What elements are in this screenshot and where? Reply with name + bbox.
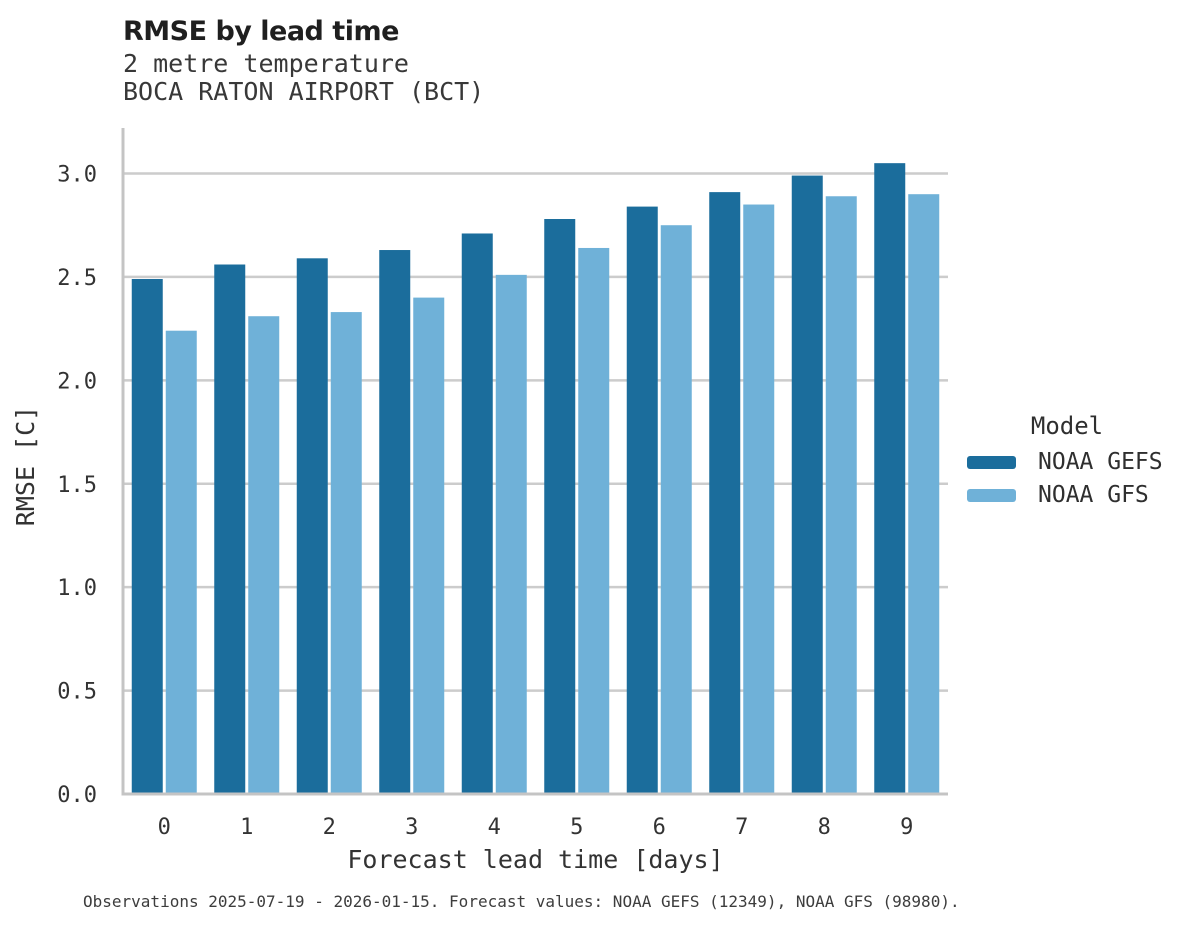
legend-title: Model — [1030, 412, 1104, 440]
y-tick-label-2.0: 2.0 — [57, 369, 97, 394]
bar-noaa-gefs-lead-2 — [296, 258, 328, 795]
x-tick-label-0: 0 — [158, 815, 171, 840]
y-axis-title: RMSE [C] — [11, 406, 40, 526]
x-tick-label-4: 4 — [488, 815, 501, 840]
bar-noaa-gefs-lead-4 — [461, 233, 493, 794]
chart-title: RMSE by lead time — [123, 16, 399, 47]
bar-noaa-gfs-lead-5 — [578, 247, 610, 794]
x-tick-label-5: 5 — [570, 815, 583, 840]
legend-entry-noaa-gfs: NOAA GFS — [967, 481, 1167, 510]
bar-noaa-gfs-lead-1 — [248, 316, 280, 794]
y-tick-label-0.5: 0.5 — [57, 680, 97, 705]
y-tick-label-3.0: 3.0 — [57, 163, 97, 188]
bar-noaa-gfs-lead-0 — [165, 330, 197, 794]
legend-label-noaa-gfs: NOAA GFS — [1038, 482, 1149, 508]
bar-noaa-gfs-lead-9 — [908, 194, 940, 794]
bar-noaa-gefs-lead-7 — [709, 192, 741, 794]
legend: Model NOAA GEFS NOAA GFS — [967, 413, 1167, 514]
legend-entry-noaa-gefs: NOAA GEFS — [967, 448, 1167, 477]
bar-noaa-gefs-lead-6 — [626, 206, 658, 795]
x-tick-label-1: 1 — [240, 815, 253, 840]
caption: Observations 2025-07-19 - 2026-01-15. Fo… — [83, 892, 960, 911]
bar-noaa-gefs-lead-1 — [214, 264, 246, 795]
y-tick-label-2.5: 2.5 — [57, 266, 97, 291]
x-tick-label-7: 7 — [735, 815, 748, 840]
bar-noaa-gfs-lead-3 — [413, 297, 445, 794]
bar-noaa-gefs-lead-5 — [544, 219, 576, 794]
x-tick-label-2: 2 — [323, 815, 336, 840]
bar-noaa-gfs-lead-7 — [743, 204, 775, 794]
x-axis-title: Forecast lead time [days] — [347, 845, 723, 874]
bar-noaa-gefs-lead-8 — [791, 175, 823, 795]
chart-subtitle-station: BOCA RATON AIRPORT (BCT) — [123, 77, 485, 106]
chart-subtitle-variable: 2 metre temperature — [123, 49, 409, 78]
y-tick-label-1.5: 1.5 — [57, 473, 97, 498]
x-tick-label-6: 6 — [653, 815, 666, 840]
bar-noaa-gfs-lead-2 — [330, 312, 362, 794]
legend-swatch-noaa-gefs-icon — [967, 456, 1016, 469]
bar-noaa-gefs-lead-3 — [379, 250, 411, 794]
bar-noaa-gefs-lead-9 — [874, 163, 906, 794]
legend-swatch-noaa-gfs-icon — [967, 489, 1016, 502]
x-tick-label-8: 8 — [818, 815, 831, 840]
x-tick-label-9: 9 — [900, 815, 913, 840]
y-tick-label-1.0: 1.0 — [57, 576, 97, 601]
x-tick-label-3: 3 — [405, 815, 418, 840]
bar-noaa-gfs-lead-4 — [495, 274, 527, 794]
bar-noaa-gefs-lead-0 — [131, 278, 163, 795]
y-tick-label-0.0: 0.0 — [57, 783, 97, 808]
bar-noaa-gfs-lead-8 — [825, 196, 857, 795]
bar-noaa-gfs-lead-6 — [660, 225, 692, 794]
legend-label-noaa-gefs: NOAA GEFS — [1038, 449, 1163, 475]
